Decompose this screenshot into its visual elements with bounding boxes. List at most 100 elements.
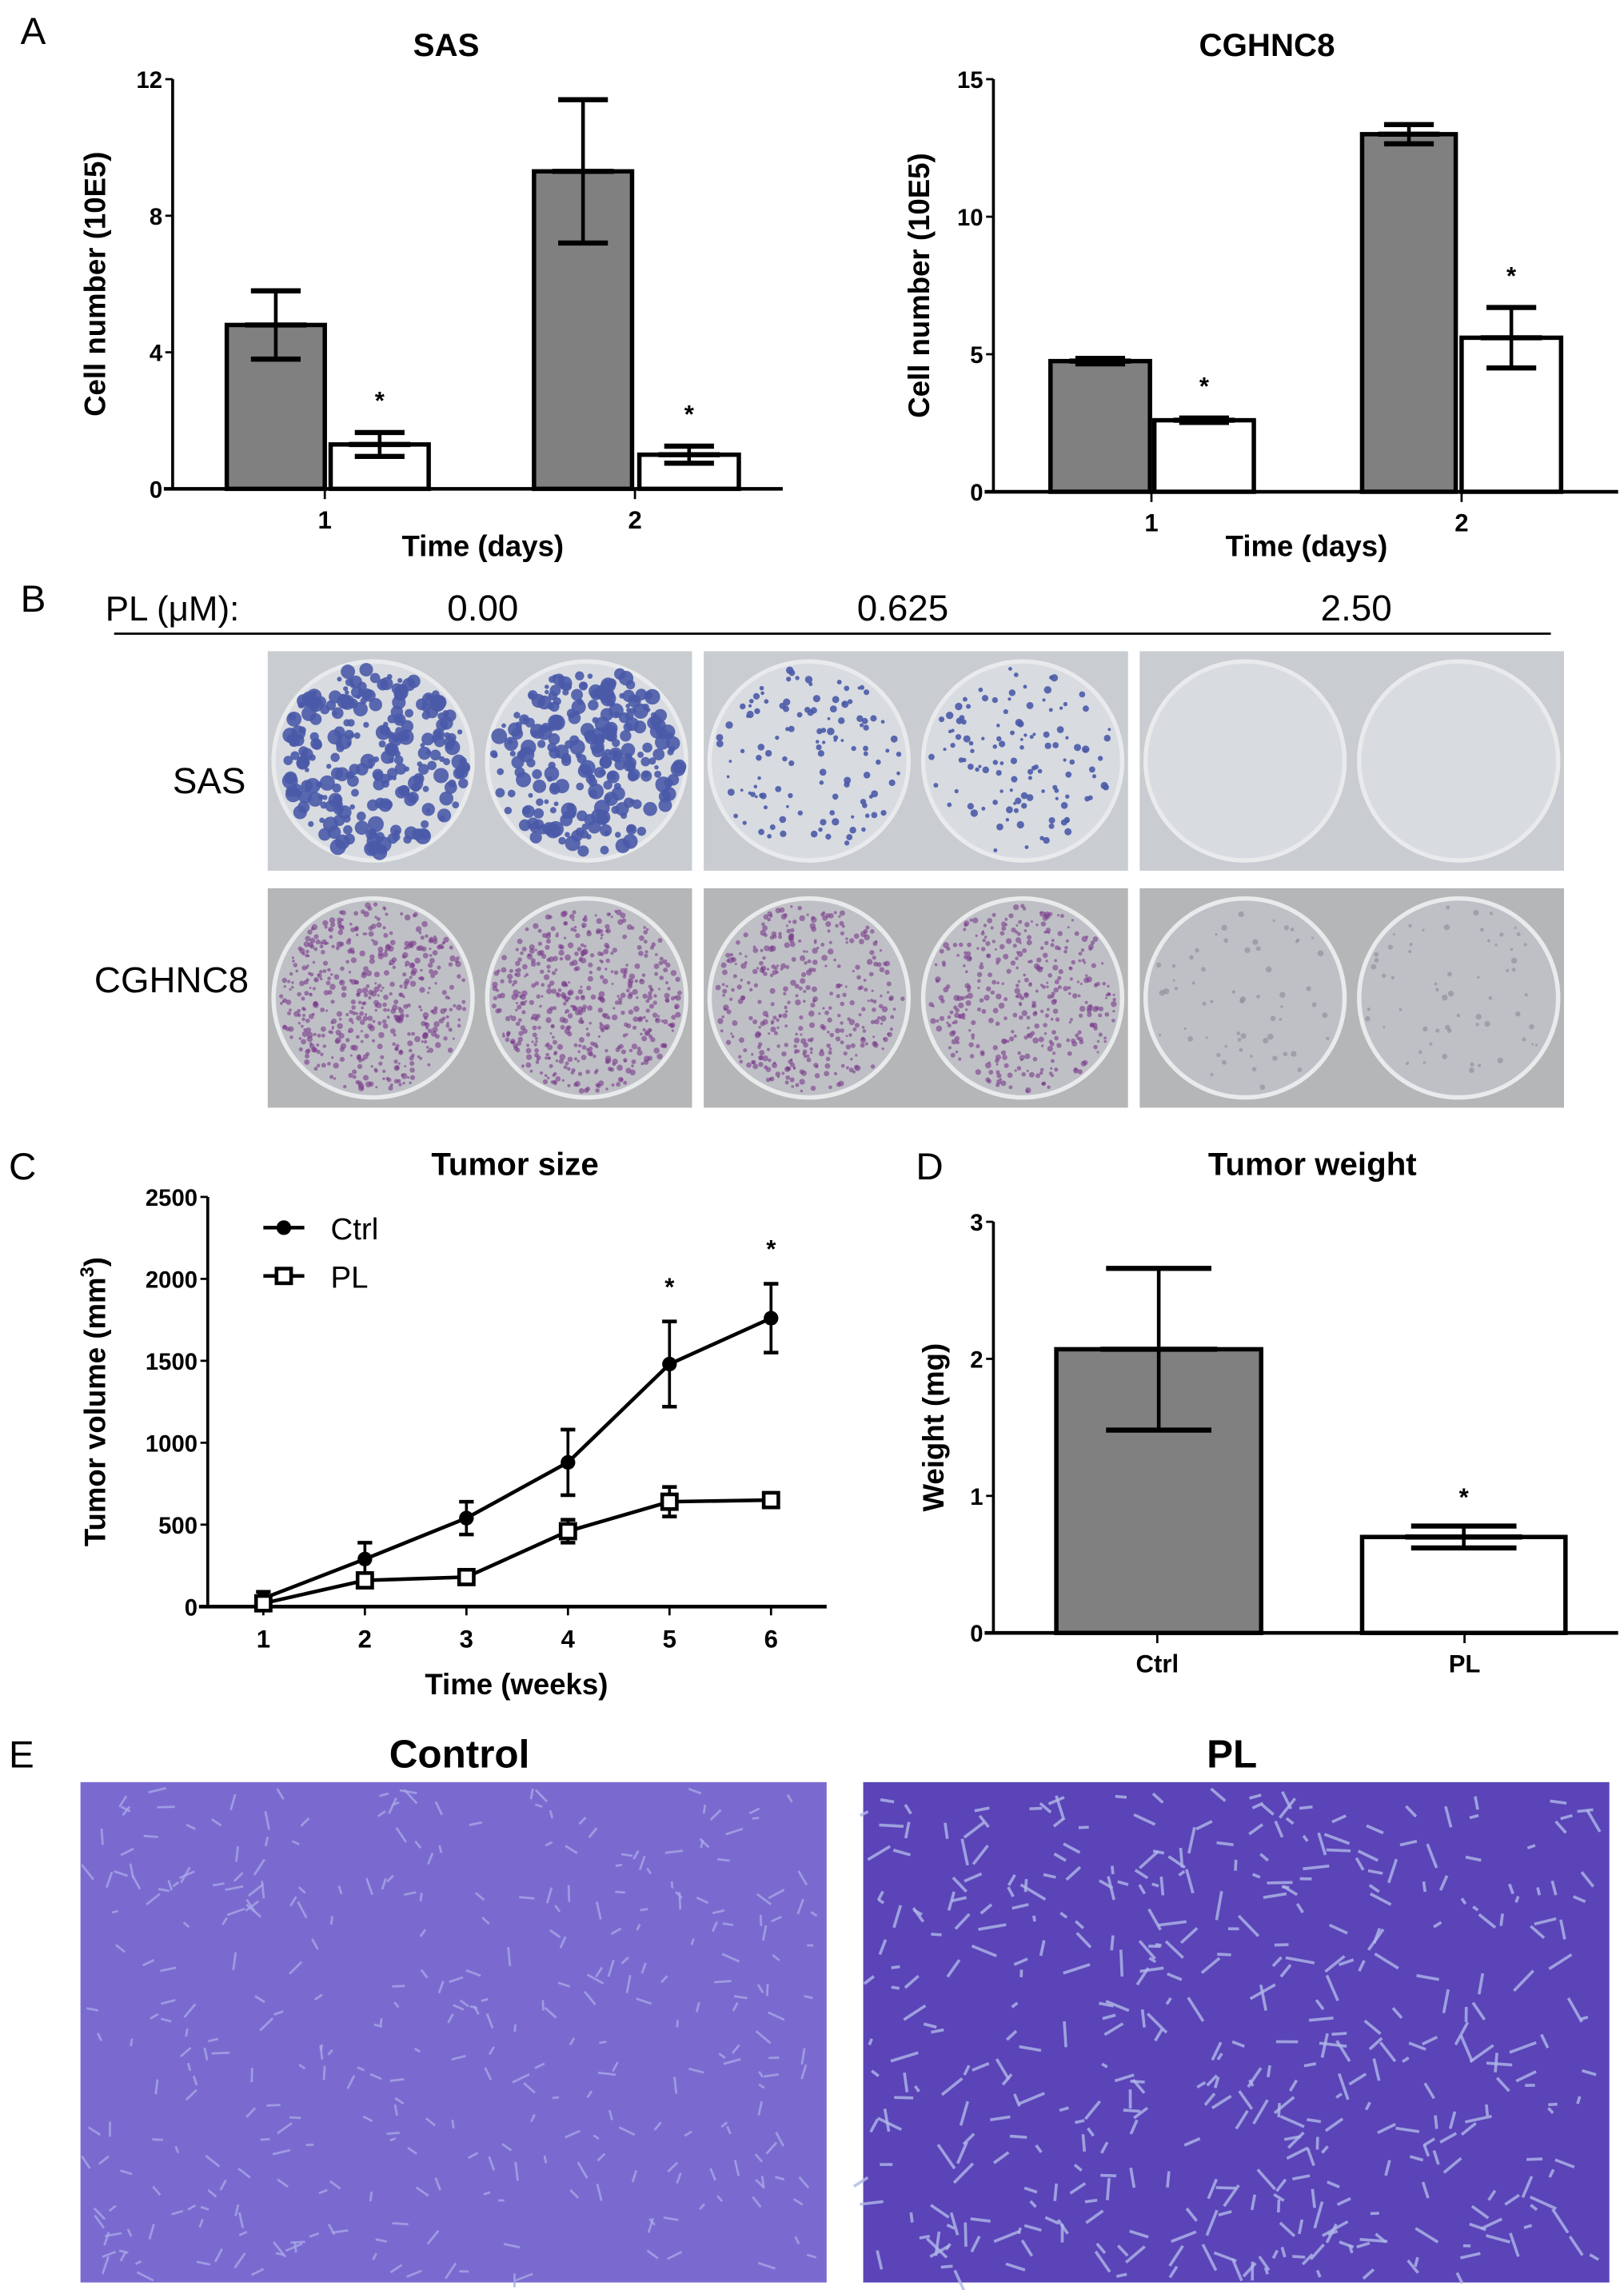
tissue-fiber — [1102, 2013, 1116, 2021]
tissue-fiber — [260, 2138, 270, 2141]
colony — [588, 783, 605, 800]
colony — [309, 944, 315, 949]
tissue-fiber — [1375, 2232, 1387, 2244]
colony — [1272, 919, 1275, 922]
colony — [784, 1024, 788, 1028]
colony — [788, 792, 793, 799]
tissue-fiber — [1147, 1908, 1162, 1931]
colony — [1201, 967, 1206, 972]
colony — [308, 820, 314, 828]
colony — [529, 1069, 533, 1073]
colony — [313, 1001, 318, 1006]
colony — [1447, 991, 1454, 997]
tissue-fiber — [1327, 2180, 1340, 2188]
colony — [984, 936, 988, 939]
tissue-fiber — [883, 2108, 891, 2132]
colony — [648, 1003, 655, 1009]
tissue-fiber — [389, 2264, 403, 2274]
tissue-fiber — [437, 1981, 445, 1994]
tissue-fiber — [711, 1921, 718, 1933]
colony — [361, 1087, 364, 1091]
colony — [414, 828, 432, 844]
tissue-fiber — [507, 1947, 512, 1966]
colony — [427, 760, 437, 771]
tissue-fiber — [254, 1995, 265, 2004]
colony — [307, 954, 310, 958]
series-line-ctrl — [262, 1316, 772, 1601]
colony — [978, 764, 982, 768]
colony — [765, 1014, 769, 1018]
colony — [1016, 932, 1021, 936]
colony — [761, 970, 765, 974]
tissue-fiber — [993, 2229, 1020, 2244]
tissue-fiber — [187, 2204, 197, 2211]
colony — [628, 1009, 634, 1015]
colony — [863, 978, 867, 982]
colony — [513, 989, 519, 995]
colony — [357, 1080, 362, 1086]
colony — [611, 1083, 615, 1087]
tissue-fiber — [1327, 2229, 1339, 2236]
tissue-fiber — [413, 2047, 421, 2053]
colony — [350, 979, 357, 985]
histology-image-control — [80, 1781, 827, 2283]
colony — [285, 999, 292, 1005]
colony — [388, 757, 394, 764]
colony — [448, 962, 453, 967]
colony — [981, 695, 989, 702]
tissue-fiber — [675, 1891, 683, 1899]
colony — [640, 756, 651, 767]
tissue-fiber — [447, 2013, 454, 2024]
colony — [775, 735, 780, 740]
colony — [964, 951, 968, 955]
colony — [863, 745, 868, 752]
colony — [545, 689, 549, 695]
well — [707, 896, 912, 1100]
colony — [516, 772, 532, 788]
colony — [400, 1013, 405, 1018]
colony — [329, 917, 336, 924]
colony — [565, 836, 581, 852]
colony — [625, 680, 636, 690]
colony — [1015, 924, 1019, 927]
tissue-fiber — [712, 1909, 725, 1914]
colony — [1023, 991, 1028, 997]
tissue-fiber — [1379, 2041, 1397, 2063]
colony — [335, 946, 340, 951]
colony — [452, 801, 460, 808]
colony — [323, 990, 329, 995]
colony — [1027, 1032, 1033, 1039]
tissue-fiber — [1039, 1801, 1052, 1813]
tissue-fiber — [1183, 2136, 1201, 2147]
tissue-fiber — [1231, 2258, 1243, 2282]
tissue-fiber — [1213, 2251, 1237, 2263]
colony — [394, 1046, 399, 1051]
colony — [302, 1013, 306, 1017]
tissue-fiber — [357, 2066, 365, 2072]
colony — [1018, 920, 1023, 924]
tissue-fiber — [425, 2117, 437, 2127]
colony — [772, 1061, 776, 1065]
colony — [320, 1026, 326, 1032]
colony — [669, 1023, 673, 1027]
colony — [726, 1009, 732, 1015]
colony — [609, 1067, 615, 1072]
tissue-fiber — [1248, 1823, 1264, 1836]
colony — [761, 922, 765, 927]
colony — [534, 1036, 538, 1040]
colony — [617, 997, 623, 1002]
colony — [320, 704, 330, 715]
tissue-fiber — [620, 1957, 629, 1965]
colony — [1017, 979, 1021, 983]
colony — [825, 1056, 831, 1062]
colony — [1018, 1001, 1023, 1006]
tissue-fiber — [372, 2252, 377, 2260]
colony — [425, 705, 439, 719]
colony — [299, 754, 309, 764]
colony — [984, 1062, 992, 1069]
colony — [527, 953, 531, 957]
tissue-fiber — [1281, 1790, 1293, 1809]
tissue-fiber — [182, 1921, 190, 1929]
colony — [331, 1027, 334, 1030]
colony — [393, 755, 404, 765]
